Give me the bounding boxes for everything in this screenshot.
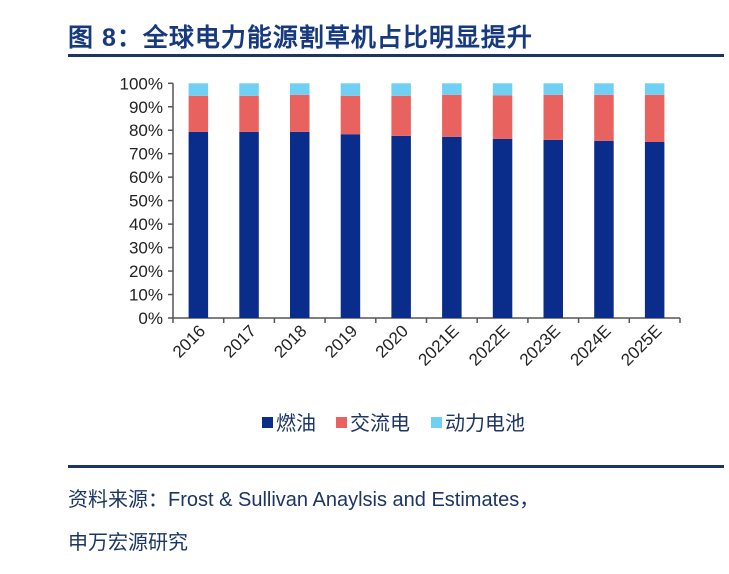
bar-segment xyxy=(290,83,310,95)
bar-segment xyxy=(188,83,209,96)
legend-swatch xyxy=(336,417,347,428)
bar-segment xyxy=(543,139,563,318)
bar-segment xyxy=(239,95,259,132)
legend-label: 交流电 xyxy=(350,412,410,435)
bar-segment xyxy=(644,94,665,142)
figure-title: 图 8：全球电力能源割草机占比明显提升 xyxy=(68,24,533,52)
x-tick-label: 2025E xyxy=(617,321,665,369)
y-tick-label: 10% xyxy=(129,286,163,305)
bar-segment xyxy=(239,83,259,96)
bar-segment xyxy=(442,83,462,95)
y-tick-label: 80% xyxy=(129,121,163,140)
bar-segment xyxy=(340,134,361,318)
bar-segment xyxy=(543,83,563,95)
bar-segment xyxy=(442,94,462,137)
bar-segment xyxy=(644,141,665,318)
bar-segment xyxy=(391,95,411,136)
x-tick-label: 2019 xyxy=(321,321,361,361)
source-note: 资料来源：Frost & Sullivan Anaylsis and Estim… xyxy=(68,489,540,511)
bar-segment xyxy=(442,136,462,318)
bar-segment xyxy=(492,83,513,96)
bar-segment xyxy=(644,83,665,95)
bar-segment xyxy=(340,83,361,96)
x-tick-label: 2024E xyxy=(567,321,615,369)
y-tick-label: 90% xyxy=(129,98,163,117)
y-tick-label: 40% xyxy=(129,215,163,234)
y-tick-label: 60% xyxy=(129,168,163,187)
bar-segment xyxy=(492,138,513,318)
bar-segment xyxy=(188,95,209,132)
bar-segment xyxy=(340,95,361,135)
legend-swatch xyxy=(262,417,273,428)
source-note-2: 申万宏源研究 xyxy=(68,532,188,554)
bar-segment xyxy=(543,94,563,140)
bar-segment xyxy=(290,131,310,318)
x-tick-label: 2018 xyxy=(270,321,310,361)
x-tick-label: 2020 xyxy=(372,321,412,361)
bar-segment xyxy=(391,83,411,96)
bar-segment xyxy=(239,131,259,318)
bar-segment xyxy=(594,83,614,95)
x-tick-label: 2017 xyxy=(220,321,260,361)
bar-segment xyxy=(594,94,614,141)
title-divider xyxy=(68,54,724,57)
x-tick-label: 2022E xyxy=(465,321,513,369)
source-divider xyxy=(68,465,724,468)
legend-label: 燃油 xyxy=(276,412,316,435)
legend-swatch xyxy=(431,417,442,428)
y-tick-label: 100% xyxy=(120,74,163,93)
y-tick-label: 30% xyxy=(129,239,163,258)
legend-label: 动力电池 xyxy=(445,412,525,435)
y-tick-label: 20% xyxy=(129,262,163,281)
bar-segment xyxy=(188,131,209,318)
y-tick-label: 50% xyxy=(129,192,163,211)
y-tick-label: 70% xyxy=(129,145,163,164)
bar-segment xyxy=(594,140,614,318)
stacked-bar-chart: 0% 10% 20% 30% 40% 50% 60% 70% 80% 90% 100% 2016 201… xyxy=(120,74,681,435)
bar-segment xyxy=(492,95,513,139)
bar-segment xyxy=(290,94,310,132)
bar-segment xyxy=(391,135,411,318)
y-tick-label: 0% xyxy=(138,309,163,328)
x-tick-label: 2023E xyxy=(516,321,564,369)
x-tick-label: 2021E xyxy=(414,321,462,369)
x-tick-label: 2016 xyxy=(169,321,209,361)
